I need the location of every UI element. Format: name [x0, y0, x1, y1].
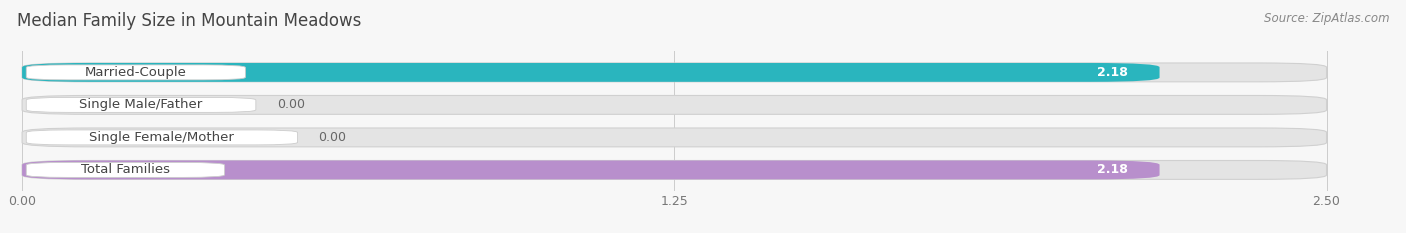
FancyBboxPatch shape	[22, 128, 1326, 147]
Text: 0.00: 0.00	[277, 98, 305, 111]
Text: Total Families: Total Families	[82, 163, 170, 176]
FancyBboxPatch shape	[22, 63, 1326, 82]
Text: 2.18: 2.18	[1097, 66, 1128, 79]
Text: Married-Couple: Married-Couple	[84, 66, 187, 79]
Text: Median Family Size in Mountain Meadows: Median Family Size in Mountain Meadows	[17, 12, 361, 30]
FancyBboxPatch shape	[22, 63, 1160, 82]
Text: Source: ZipAtlas.com: Source: ZipAtlas.com	[1264, 12, 1389, 25]
FancyBboxPatch shape	[22, 96, 1326, 114]
Text: 2.18: 2.18	[1097, 163, 1128, 176]
FancyBboxPatch shape	[27, 65, 246, 80]
FancyBboxPatch shape	[27, 162, 225, 177]
Text: Single Male/Father: Single Male/Father	[79, 98, 202, 111]
FancyBboxPatch shape	[22, 161, 1160, 179]
Text: Single Female/Mother: Single Female/Mother	[90, 131, 235, 144]
FancyBboxPatch shape	[27, 97, 256, 112]
FancyBboxPatch shape	[27, 130, 298, 145]
FancyBboxPatch shape	[22, 161, 1326, 179]
Text: 0.00: 0.00	[318, 131, 346, 144]
